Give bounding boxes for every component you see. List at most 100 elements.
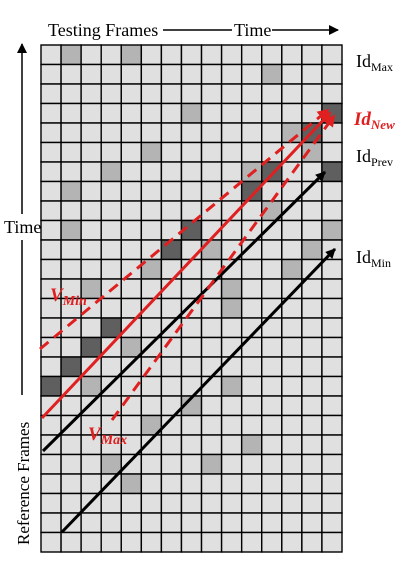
grid-cell [321,219,343,241]
grid-cell [301,258,323,280]
grid-cell [261,414,283,436]
grid-cell [240,63,263,85]
grid-cell [261,102,283,124]
grid-cell [60,317,82,339]
grid-cell [281,44,303,66]
grid-cell [321,200,343,222]
grid-cell [140,200,163,222]
grid-cell [321,258,343,280]
grid-cell [80,375,102,397]
grid-cell [60,531,82,553]
reference-frames-backing [10,395,36,547]
grid-cell [281,473,303,495]
grid-cell [120,278,143,300]
grid-cell [60,122,82,144]
grid-cell [220,356,243,378]
grid-cell [120,200,143,222]
grid-cell [100,180,122,202]
grid-cell [321,83,343,105]
grid-cell [100,258,122,280]
grid-cell [321,434,343,456]
grid-cell [200,180,223,202]
grid-cell [60,44,82,66]
grid-cell [180,180,203,202]
grid-cell [220,278,243,300]
grid-cell [100,141,122,163]
grid-cell [140,219,163,241]
grid-cell [120,453,143,475]
grid-cell [60,492,82,514]
grid-cell [281,317,303,339]
grid-cell [180,453,203,475]
grid-cell [220,434,243,456]
grid-cell [200,492,223,514]
grid-cell [301,434,323,456]
grid-cell [240,278,263,300]
grid-cell [80,122,102,144]
grid-cell [120,122,143,144]
grid-cell [261,473,283,495]
grid-cell [80,258,102,280]
grid-cell [220,297,243,319]
grid-cell [200,453,223,475]
grid-cell [220,473,243,495]
grid-cell [60,258,82,280]
grid-cell [240,492,263,514]
grid-cell [140,83,163,105]
grid-cell [301,239,323,261]
grid-cell [60,356,82,378]
grid-cell [80,395,102,417]
grid-cell [80,102,102,124]
grid-cell [40,492,62,514]
grid-cell [100,161,122,183]
grid-cell [321,336,343,358]
grid-cell [281,336,303,358]
grid-cell [200,200,223,222]
grid-cell [200,336,223,358]
grid-cell [120,356,143,378]
grid-cell [60,239,82,261]
grid-cell [240,512,263,534]
grid-cell [160,180,183,202]
grid-cell [60,161,82,183]
grid-cell [180,336,203,358]
grid-cell [240,83,263,105]
grid-cell [281,414,303,436]
grid-cell [321,453,343,475]
grid-cell [200,63,223,85]
grid-cell [120,141,143,163]
grid-cell [80,473,102,495]
grid-cell [40,414,62,436]
grid-cell [281,395,303,417]
grid-cell [301,63,323,85]
grid-cell [301,375,323,397]
grid-cell [160,141,183,163]
grid-cell [160,258,183,280]
grid-cell [281,512,303,534]
grid-cell [321,180,343,202]
grid-cell [160,161,183,183]
grid-cell [120,512,143,534]
grid-cell [180,414,203,436]
grid-cell [160,531,183,553]
header-time-label: Time [234,20,271,40]
grid-cell [140,453,163,475]
grid-cell [180,317,203,339]
grid-cell [240,336,263,358]
grid-cell [100,375,122,397]
grid-cell [301,492,323,514]
grid-cell [200,512,223,534]
grid-cell [321,278,343,300]
grid-cell [240,473,263,495]
grid-cell [301,141,323,163]
grid-cell [220,63,243,85]
grid-cell [180,141,203,163]
grid-cell [100,356,122,378]
grid-cell [261,395,283,417]
grid-cell [140,122,163,144]
grid-cell [60,473,82,495]
grid-cell [60,219,82,241]
grid-cell [120,180,143,202]
grid-cell [100,492,122,514]
grid-cell [80,239,102,261]
